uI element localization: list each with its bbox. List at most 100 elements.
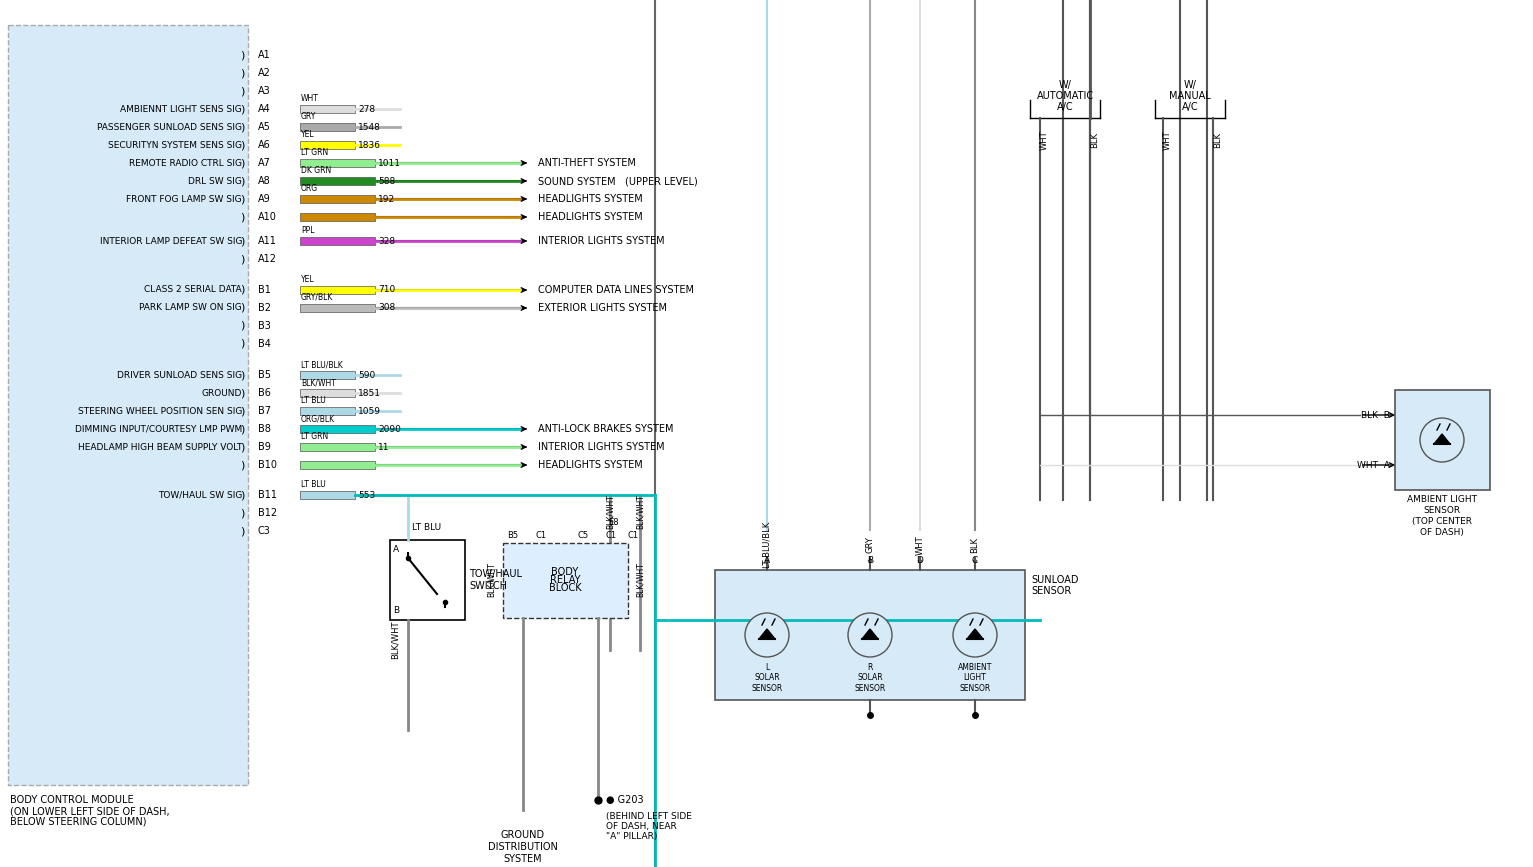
Text: 590: 590 (359, 370, 376, 380)
Bar (300, 123, 356, 131)
Text: R
SOLAR
SENSOR: R SOLAR SENSOR (854, 663, 886, 693)
Text: OF DASH): OF DASH) (1420, 528, 1464, 537)
Bar (300, 159, 376, 167)
Text: A/C: A/C (1182, 102, 1199, 112)
Text: 192: 192 (379, 194, 396, 204)
Text: ): ) (239, 508, 244, 518)
Polygon shape (1433, 434, 1450, 444)
Text: B5: B5 (258, 370, 271, 380)
Text: A10: A10 (258, 212, 277, 222)
Text: TOW/HAUL SW SIG: TOW/HAUL SW SIG (158, 491, 242, 499)
Text: WHT: WHT (915, 535, 924, 555)
Text: B11: B11 (258, 490, 277, 500)
Text: B: B (392, 606, 399, 615)
Text: STEERING WHEEL POSITION SEN SIG: STEERING WHEEL POSITION SEN SIG (78, 407, 242, 415)
Text: A2: A2 (258, 68, 271, 78)
Text: 588: 588 (379, 177, 396, 186)
Text: INTERIOR LIGHTS SYSTEM: INTERIOR LIGHTS SYSTEM (538, 236, 665, 246)
Text: 2090: 2090 (379, 425, 400, 434)
Bar (300, 237, 376, 245)
Text: ): ) (239, 370, 244, 380)
Text: ): ) (239, 285, 244, 295)
Text: WHT: WHT (1039, 130, 1049, 150)
Bar (389, 540, 464, 620)
Text: A4: A4 (258, 104, 271, 114)
Text: BLK/WHT: BLK/WHT (636, 494, 644, 530)
Text: HEADLAMP HIGH BEAM SUPPLY VOLT: HEADLAMP HIGH BEAM SUPPLY VOLT (78, 442, 242, 452)
Text: DRIVER SUNLOAD SENS SIG: DRIVER SUNLOAD SENS SIG (117, 370, 242, 380)
Text: A8: A8 (258, 176, 271, 186)
Bar (1395, 390, 1490, 490)
Text: C5: C5 (578, 531, 589, 540)
Text: 1851: 1851 (359, 388, 382, 397)
Text: PARK LAMP SW ON SIG: PARK LAMP SW ON SIG (140, 303, 242, 312)
Text: B10: B10 (258, 460, 277, 470)
Text: WHT  A: WHT A (1357, 460, 1390, 470)
Circle shape (848, 613, 892, 657)
Text: GRY: GRY (300, 112, 316, 121)
Text: WHT: WHT (300, 94, 319, 103)
Text: YEL: YEL (300, 130, 314, 139)
Text: OF DASH, NEAR: OF DASH, NEAR (606, 822, 676, 831)
Text: LT GRN: LT GRN (300, 432, 328, 441)
Text: HEADLIGHTS SYSTEM: HEADLIGHTS SYSTEM (538, 460, 642, 470)
Text: BLK: BLK (970, 537, 980, 553)
Text: (TOP CENTER: (TOP CENTER (1412, 517, 1472, 526)
Text: DK GRN: DK GRN (300, 166, 331, 175)
Bar (300, 304, 376, 312)
Text: ): ) (239, 104, 244, 114)
Text: GROUND: GROUND (202, 388, 242, 397)
Text: WHT: WHT (1164, 130, 1173, 150)
Text: BLK: BLK (1090, 132, 1099, 148)
Text: AMBIENT
LIGHT
SENSOR: AMBIENT LIGHT SENSOR (958, 663, 992, 693)
Text: LT BLU/BLK: LT BLU/BLK (762, 522, 771, 568)
Polygon shape (967, 629, 983, 639)
Text: ): ) (239, 442, 244, 452)
Text: COMPUTER DATA LINES SYSTEM: COMPUTER DATA LINES SYSTEM (538, 285, 694, 295)
Text: W/: W/ (1183, 80, 1196, 90)
Text: INTERIOR LAMP DEFEAT SW SIG: INTERIOR LAMP DEFEAT SW SIG (100, 237, 242, 245)
Text: 1548: 1548 (359, 122, 380, 132)
Text: C: C (972, 556, 978, 565)
Text: SUNLOAD: SUNLOAD (1032, 575, 1079, 585)
Text: ORG: ORG (300, 184, 319, 193)
Text: ): ) (239, 321, 244, 331)
Bar (503, 543, 629, 618)
Text: B12: B12 (258, 508, 277, 518)
Bar (8, 25, 248, 785)
Bar (714, 570, 1026, 700)
Text: A/C: A/C (1056, 102, 1073, 112)
Text: BLOCK: BLOCK (549, 583, 581, 593)
Text: BODY: BODY (552, 567, 578, 577)
Bar (300, 195, 376, 203)
Text: ): ) (239, 236, 244, 246)
Text: YEL: YEL (300, 275, 314, 284)
Text: A3: A3 (258, 86, 271, 96)
Text: ORG/BLK: ORG/BLK (300, 414, 336, 423)
Text: 1059: 1059 (359, 407, 382, 415)
Text: ): ) (239, 122, 244, 132)
Text: 1011: 1011 (379, 159, 402, 167)
Text: A5: A5 (258, 122, 271, 132)
Bar (300, 461, 376, 469)
Text: AUTOMATIC: AUTOMATIC (1036, 91, 1093, 101)
Text: SWITCH: SWITCH (469, 581, 507, 591)
Circle shape (954, 613, 996, 657)
Text: HEADLIGHTS SYSTEM: HEADLIGHTS SYSTEM (538, 212, 642, 222)
Text: CLASS 2 SERIAL DATA: CLASS 2 SERIAL DATA (144, 285, 242, 295)
Text: LT BLU/BLK: LT BLU/BLK (300, 360, 343, 369)
Text: B7: B7 (258, 406, 271, 416)
Text: W/: W/ (1059, 80, 1072, 90)
Bar (300, 141, 356, 149)
Text: LT BLU: LT BLU (300, 396, 325, 405)
Text: C1: C1 (627, 531, 639, 540)
Bar (300, 371, 356, 379)
Text: LT BLU: LT BLU (412, 523, 442, 532)
Text: A9: A9 (258, 194, 271, 204)
Text: SECURITYN SYSTEM SENS SIG: SECURITYN SYSTEM SENS SIG (107, 140, 242, 149)
Text: SENSOR: SENSOR (1424, 506, 1461, 515)
Text: DIMMING INPUT/COURTESY LMP PWM: DIMMING INPUT/COURTESY LMP PWM (75, 425, 242, 434)
Text: B9: B9 (258, 442, 271, 452)
Text: GRY: GRY (866, 537, 874, 553)
Text: AMBIENT LIGHT: AMBIENT LIGHT (1407, 495, 1476, 504)
